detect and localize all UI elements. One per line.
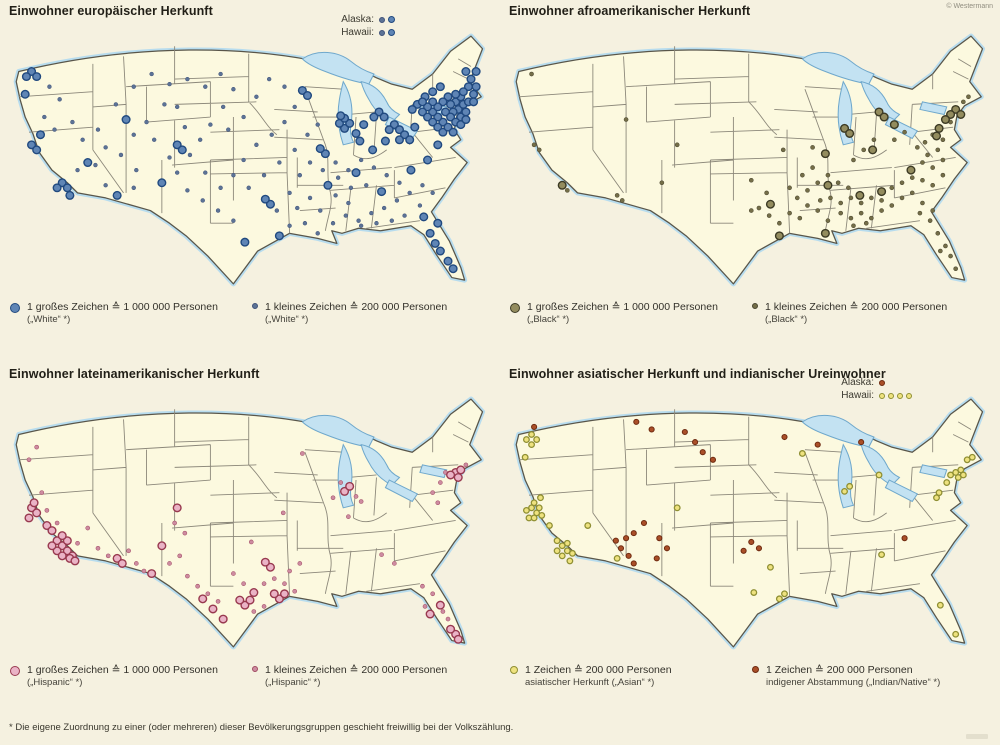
- alaska-label: Alaska:: [841, 377, 874, 388]
- legend-line1: 1 Zeichen ≙ 200 000 Personen: [525, 664, 672, 676]
- legend-line2: indigener Abstammung („Indian/Native“ *): [766, 676, 941, 688]
- legend-line2: („Hispanic“ *): [27, 676, 83, 688]
- native-dot: [879, 379, 885, 386]
- us-map-asian-native: [513, 396, 986, 650]
- legend-line1: 1 kleines Zeichen ≙ 200 000 Personen: [265, 664, 448, 676]
- footnote: * Die eigene Zuordnung zu einer (oder me…: [9, 722, 514, 733]
- us-map-afroamerican: [513, 33, 986, 287]
- asian-dot: [879, 392, 885, 399]
- alaska-dots: [879, 379, 885, 386]
- legend-item-big: 1 großes Zeichen ≙ 1 000 000 Personen („H…: [10, 664, 218, 689]
- legend-item-small: 1 kleines Zeichen ≙ 200 000 Personen („Hi…: [252, 664, 447, 689]
- legend-line2: („White“ *): [27, 313, 71, 325]
- small-dot-symbol: [252, 666, 258, 672]
- panel-title: Einwohner europäischer Herkunft: [9, 4, 213, 18]
- legend-line1: 1 großes Zeichen ≙ 1 000 000 Personen: [27, 301, 218, 313]
- copyright: © Westermann: [946, 3, 993, 10]
- big-dot: [388, 16, 395, 23]
- big-dot-symbol: [510, 303, 520, 313]
- hawaii-dots: [879, 392, 912, 399]
- asian-dot-symbol: [510, 666, 518, 674]
- legend-line1: 1 großes Zeichen ≙ 1 000 000 Personen: [27, 664, 218, 676]
- hawaii-dots: [379, 29, 395, 36]
- legend-line2: asiatischer Herkunft („Asian“ *): [525, 676, 655, 688]
- big-dot-symbol: [10, 666, 20, 676]
- legend-item-asian: 1 Zeichen ≙ 200 000 Personen asiatischer …: [510, 664, 672, 689]
- panel-title: Einwohner asiatischer Herkunft und india…: [509, 367, 886, 381]
- panel-asian-native: Einwohner asiatischer Herkunft und india…: [500, 363, 1000, 715]
- fine-print-mark: [966, 734, 988, 739]
- alaska-hawaii-legend: Alaska: Hawaii:: [830, 376, 970, 402]
- legend-item-small: 1 kleines Zeichen ≙ 200 000 Personen („Wh…: [252, 301, 447, 326]
- alaska-label: Alaska:: [341, 14, 374, 25]
- legend-item-big: 1 großes Zeichen ≙ 1 000 000 Personen („B…: [510, 301, 718, 326]
- hawaii-row: Hawaii:: [830, 389, 970, 402]
- legend-item-small: 1 kleines Zeichen ≙ 200 000 Personen („Bl…: [752, 301, 947, 326]
- footnote-row: * Die eigene Zuordnung zu einer (oder me…: [0, 715, 1000, 745]
- native-dot-symbol: [752, 666, 759, 673]
- panel-title: Einwohner lateinamerikanischer Herkunft: [9, 367, 260, 381]
- hawaii-row: Hawaii:: [330, 26, 470, 39]
- hawaii-label: Hawaii:: [841, 390, 874, 401]
- legend-line2: („Hispanic“ *): [265, 676, 321, 688]
- big-dot-symbol: [10, 303, 20, 313]
- legend-item-native: 1 Zeichen ≙ 200 000 Personen indigener Ab…: [752, 664, 940, 689]
- small-dot: [379, 29, 385, 36]
- hawaii-label: Hawaii:: [341, 27, 374, 38]
- legend-line1: 1 Zeichen ≙ 200 000 Personen: [766, 664, 913, 676]
- legend-line2: („White“ *): [265, 313, 309, 325]
- alaska-dots: [379, 16, 395, 23]
- panel-european: Einwohner europäischer Herkunft Alaska: …: [0, 0, 500, 363]
- us-map-european: [13, 33, 486, 287]
- us-map-hispanic: [13, 396, 486, 650]
- legend-line2: („Black“ *): [527, 313, 570, 325]
- legend-item-big: 1 großes Zeichen ≙ 1 000 000 Personen („W…: [10, 301, 218, 326]
- panel-afroamerican: © Westermann Einwohner afroamerikanische…: [500, 0, 1000, 363]
- panel-hispanic: Einwohner lateinamerikanischer Herkunft …: [0, 363, 500, 715]
- panel-title: Einwohner afroamerikanischer Herkunft: [509, 4, 751, 18]
- alaska-hawaii-legend: Alaska: Hawaii:: [330, 13, 470, 39]
- small-dot-symbol: [752, 303, 758, 309]
- asian-dot: [906, 392, 912, 399]
- legend-line1: 1 kleines Zeichen ≙ 200 000 Personen: [765, 301, 948, 313]
- small-dot: [379, 16, 385, 23]
- legend-line1: 1 großes Zeichen ≙ 1 000 000 Personen: [527, 301, 718, 313]
- legend-line2: („Black“ *): [765, 313, 808, 325]
- asian-dot: [897, 392, 903, 399]
- small-dot-symbol: [252, 303, 258, 309]
- big-dot: [388, 29, 395, 36]
- alaska-row: Alaska:: [830, 376, 970, 389]
- legend-line1: 1 kleines Zeichen ≙ 200 000 Personen: [265, 301, 448, 313]
- asian-dot: [888, 392, 894, 399]
- alaska-row: Alaska:: [330, 13, 470, 26]
